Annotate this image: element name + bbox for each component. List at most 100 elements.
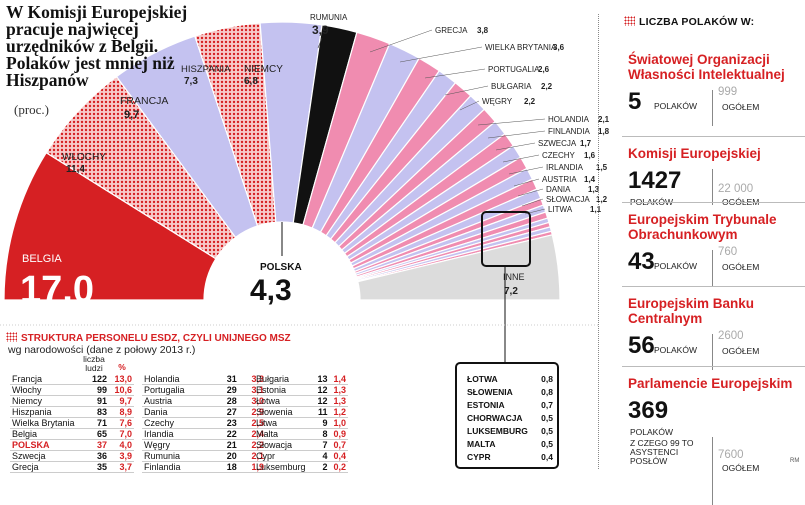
table-cell-pct: 0,2 [329, 461, 348, 473]
table-cell-count: 99 [87, 384, 110, 396]
table-cell-count: 11 [313, 406, 330, 418]
org-polish-count: 56 [628, 332, 655, 359]
small-row-estonia: ESTONIA 0,7 [467, 400, 553, 410]
table-cell-count: 35 [87, 461, 110, 473]
table-cell-pct: 1,4 [329, 374, 348, 385]
org-total: 760 [718, 246, 738, 258]
table-cell-country: Austria [142, 395, 216, 407]
table-row: Łotwa 12 1,3 [254, 395, 348, 407]
leader-rumunia [317, 37, 323, 49]
table-col-2: Holandia 31 3,3 Portugalia 29 3,1 Austria 28 3,0… [142, 374, 266, 473]
table-cell-pct: 10,6 [109, 384, 134, 396]
value-portugalia: 2,6 [538, 65, 550, 74]
label-wielka-brytania: WIELKA BRYTANIA [485, 43, 557, 52]
chart-title: W Komisji Europejskiej pracuje najwięcej… [6, 2, 188, 90]
table-cell-count: 65 [87, 428, 110, 440]
org-polish-label: POLAKÓW [630, 427, 673, 437]
org-polish-label: POLAKÓW [654, 261, 697, 271]
small-row-chorwacja: CHORWACJA 0,5 [467, 413, 553, 423]
value-szwecja: 1,7 [580, 139, 592, 148]
pie-chart: BELGIA17,0WŁOCHY11,4FRANCJA9,7HISZPANIA7… [0, 13, 610, 362]
table-cell-pct: 3,7 [109, 461, 134, 473]
table-cell-country: Malta [254, 428, 314, 440]
value-grecja: 3,8 [477, 26, 489, 35]
label-dania: DANIA [546, 185, 571, 194]
table-cell-country: Słowenia [254, 406, 314, 418]
org-block: Parlamencie Europejskim 369 POLAKÓW 7600 OGÓ… [628, 376, 805, 505]
table-row: Austria 28 3,0 [142, 395, 266, 407]
label-rumunia: RUMUNIA [310, 13, 348, 22]
small-value: 0,5 [541, 439, 553, 449]
table-cell-country: Czechy [142, 417, 216, 429]
table-cell-count: 31 [215, 374, 239, 385]
label-czechy: CZECHY [542, 151, 576, 160]
org-separator [712, 437, 713, 505]
table-cell-count: 18 [215, 461, 239, 473]
org-total: 7600 [718, 449, 744, 461]
value-czechy: 1,6 [584, 151, 596, 160]
label-belgia: BELGIA [22, 253, 62, 265]
table-cell-country: Rumunia [142, 450, 216, 462]
label-holandia: HOLANDIA [548, 115, 590, 124]
label-bułgaria: BUŁGARIA [491, 82, 532, 91]
value-holandia: 2,1 [598, 115, 610, 124]
org-body: 56 POLAKÓW 2600 OGÓŁEM [628, 330, 805, 382]
label-irlandia: IRLANDIA [546, 163, 584, 172]
table-cell-country: Bułgaria [254, 374, 314, 385]
table-cell-country: Szwecja [10, 450, 88, 462]
label-finlandia: FINLANDIA [548, 127, 590, 136]
org-divider [622, 202, 805, 203]
table-cell-country: Łotwa [254, 395, 314, 407]
table-cell-count: 122 [87, 374, 110, 385]
small-value: 0,8 [541, 374, 553, 384]
table-cell-country: Irlandia [142, 428, 216, 440]
table-cell-count: 29 [215, 384, 239, 396]
small-label: ESTONIA [467, 400, 505, 410]
table-cell-pct: 7,0 [109, 428, 134, 440]
small-label: CHORWACJA [467, 413, 523, 423]
table-cell-pct: 4,0 [109, 439, 134, 451]
table-cell-count: 71 [87, 417, 110, 429]
small-label: SŁOWENIA [467, 387, 513, 397]
value-polska: 4,3 [250, 274, 292, 307]
org-body: 5 POLAKÓW 999 OGÓŁEM [628, 86, 805, 138]
table-row: Wielka Brytania 71 7,6 [10, 417, 134, 429]
table-row: Grecja 35 3,7 [10, 461, 134, 473]
table-row: POLSKA 37 4,0 [10, 439, 134, 451]
org-separator [712, 250, 713, 286]
value-wlochy: 11,4 [66, 164, 85, 175]
table-cell-count: 12 [313, 384, 330, 396]
org-divider [622, 366, 805, 367]
org-total-label: OGÓŁEM [722, 463, 760, 473]
table-row: Włochy 99 10,6 [10, 384, 134, 396]
table-cell-pct: 1,3 [329, 395, 348, 407]
table-row: Bułgaria 13 1,4 [254, 374, 348, 385]
table-row: Czechy 23 2,5 [142, 417, 266, 429]
org-separator [712, 169, 713, 205]
org-polish-count: 5 [628, 88, 642, 115]
value-dania: 1,3 [588, 185, 600, 194]
leader-wielka-brytania [399, 46, 483, 63]
leader-finlandia [487, 130, 546, 139]
table-subtitle: wg narodowości (dane z połowy 2013 r.) [8, 344, 196, 356]
leader-czechy [502, 154, 540, 163]
chart-unit: (proc.) [14, 102, 50, 117]
small-value: 0,8 [541, 387, 553, 397]
leader-dania [517, 188, 544, 197]
col-pct-head: % [118, 362, 126, 372]
zoom-rect [481, 211, 531, 267]
table-cell-country: Portugalia [142, 384, 216, 396]
org-separator [712, 90, 713, 126]
table-row: Dania 27 2,9 [142, 406, 266, 418]
table-cell-country: Hiszpania [10, 406, 88, 418]
table-cell-pct: 1,0 [329, 417, 348, 429]
table-cell-count: 23 [215, 417, 239, 429]
table-col-1: Francja 122 13,0 Włochy 99 10,6 Niemcy 91 9,7 His… [10, 374, 134, 473]
small-value: 0,5 [541, 426, 553, 436]
label-litwa: LITWA [548, 205, 573, 214]
table-col-3: Bułgaria 13 1,4 Estonia 12 1,3 Łotwa 12 1,3 Słowe… [254, 374, 348, 473]
dotted-square-icon [624, 16, 635, 26]
small-label: LUKSEMBURG [467, 426, 528, 436]
table-cell-pct: 1,3 [329, 384, 348, 396]
table-cell-pct: 3,9 [109, 450, 134, 462]
